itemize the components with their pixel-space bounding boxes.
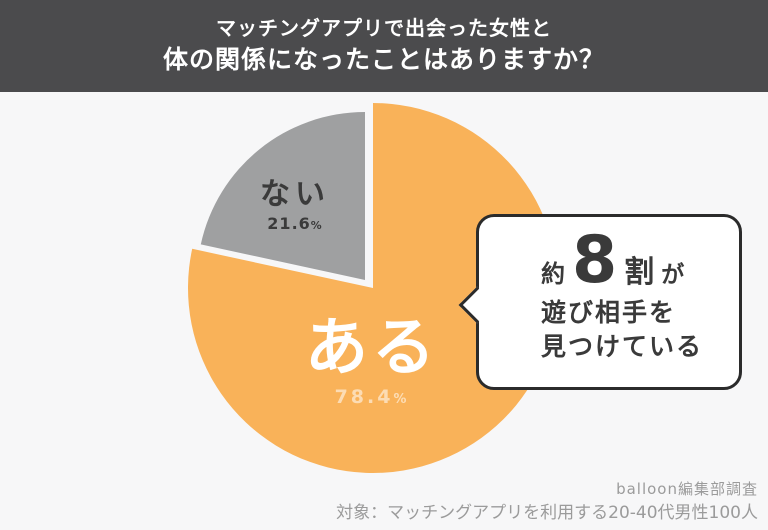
slice-label-yes: ある 78.4% — [272, 314, 472, 411]
pie-slice-no — [200, 112, 365, 280]
callout-line-2: 遊び相手を — [541, 298, 677, 327]
pie-chart — [187, 103, 558, 473]
slice-yes-value: 78.4% — [272, 386, 472, 411]
slice-no-percent-sign: % — [310, 219, 323, 232]
callout-prefix: 約 — [541, 260, 565, 288]
footer-credits: balloon編集部調査 対象：マッチングアプリを利用する20-40代男性100… — [336, 479, 758, 525]
title-line-1: マッチングアプリで出会った女性と — [216, 16, 552, 40]
slice-yes-percent-sign: % — [393, 392, 410, 407]
callout-line-3: 見つけている — [541, 332, 704, 361]
slice-no-name: ない — [260, 177, 330, 212]
callout-particle: が — [661, 262, 685, 288]
slice-label-no: ない 21.6% — [235, 179, 355, 235]
header-banner: マッチングアプリで出会った女性と 体の関係になったことはありますか？ — [0, 0, 768, 92]
pie-slice-yes — [187, 103, 558, 473]
callout-line-1: 約 8 割 が — [541, 223, 739, 298]
callout-suffix: 割 — [624, 255, 655, 290]
survey-target: 対象：マッチングアプリを利用する20-40代男性100人 — [336, 503, 758, 523]
title-line-2: 体の関係になったことはありますか？ — [162, 45, 605, 74]
slice-yes-name: ある — [305, 311, 439, 384]
slice-no-percent: 21.6 — [267, 214, 311, 233]
callout-number: 8 — [572, 223, 618, 298]
survey-source: balloon編集部調査 — [616, 480, 758, 498]
callout-bubble: 約 8 割 が 遊び相手を 見つけている — [458, 214, 742, 390]
slice-no-value: 21.6% — [235, 215, 355, 235]
slice-yes-percent: 78.4 — [334, 386, 394, 408]
